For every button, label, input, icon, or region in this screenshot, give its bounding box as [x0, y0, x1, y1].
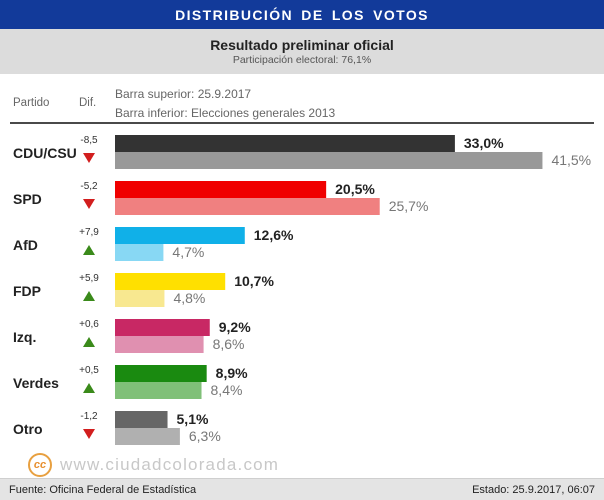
diff-value: +7,9 [79, 227, 99, 238]
value-label-current: 5,1% [177, 411, 209, 427]
value-label-current: 20,5% [335, 181, 375, 197]
source-note: Fuente: Oficina Federal de Estadística [9, 484, 197, 496]
participation-text: Participación electoral: 76,1% [232, 54, 372, 66]
value-label-previous: 25,7% [389, 198, 429, 214]
party-label: AfD [13, 237, 38, 253]
results-chart: CDU/CSU -8,5 33,0% 41,5% SPD -5,2 20,5% 25,7% Af… [0, 124, 604, 454]
party-label: Verdes [13, 375, 59, 391]
trend-down-icon [83, 153, 95, 163]
legend-bottom-bar: Barra inferior: Elecciones generales 201… [115, 106, 336, 120]
chart-title-banner: DISTRIBUCIÓN DE LOS VOTOS [0, 0, 604, 29]
bar-current [115, 411, 168, 428]
party-label: CDU/CSU [13, 145, 77, 161]
chart-subtitle: Resultado preliminar oficial [210, 37, 394, 53]
value-label-current: 10,7% [234, 273, 274, 289]
trend-down-icon [83, 199, 95, 209]
bar-previous [115, 428, 180, 445]
diff-value: -5,2 [80, 181, 98, 192]
status-timestamp: Estado: 25.9.2017, 06:07 [472, 484, 595, 496]
footer: Fuente: Oficina Federal de Estadística E… [0, 478, 604, 500]
value-label-previous: 8,6% [213, 336, 245, 352]
trend-up-icon [83, 291, 95, 301]
diff-value: -1,2 [80, 411, 98, 422]
watermark: cc www.ciudadcolorada.com [28, 452, 279, 478]
bar-current [115, 365, 207, 382]
value-label-previous: 6,3% [189, 428, 221, 444]
watermark-text: www.ciudadcolorada.com [60, 455, 280, 474]
bar-previous [115, 198, 380, 215]
bar-previous [115, 244, 164, 261]
bar-previous [115, 290, 165, 307]
value-label-current: 8,9% [216, 365, 248, 381]
legend-top-bar: Barra superior: 25.9.2017 [115, 87, 252, 101]
value-label-previous: 41,5% [551, 152, 591, 168]
header-separator [10, 122, 594, 124]
party-label: FDP [13, 283, 41, 299]
results-chart-svg: CDU/CSU-8,5 33,0% 41,5% SPD -5,2 20,5% 25,7% Af… [13, 135, 591, 445]
party-label: Otro [13, 421, 43, 437]
watermark-logo: cc [28, 453, 52, 477]
trend-up-icon [83, 337, 95, 347]
subheader: Resultado preliminar oficial Participaci… [0, 29, 604, 74]
party-label: Izq. [13, 329, 36, 345]
diff-value: +0,6 [79, 319, 99, 330]
trend-up-icon [83, 383, 95, 393]
value-label-current: 12,6% [254, 227, 294, 243]
value-label-previous: 4,7% [172, 244, 204, 260]
party-label: SPD [13, 191, 42, 207]
value-label-current: 33,0% [464, 135, 504, 151]
trend-down-icon [83, 429, 95, 439]
bar-current [115, 319, 210, 336]
diff-column-header: Dif. [79, 97, 97, 109]
diff-value: +0,5 [79, 365, 99, 376]
value-label-previous: 8,4% [211, 382, 243, 398]
trend-up-icon [83, 245, 95, 255]
bar-previous [115, 336, 204, 353]
party-column-header: Partido [13, 97, 50, 109]
bar-previous [115, 152, 543, 169]
bar-previous [115, 382, 202, 399]
diff-value: -8,5 [80, 135, 98, 146]
bar-current [115, 135, 455, 152]
bar-current [115, 227, 245, 244]
bar-current [115, 273, 226, 290]
chart-title: DISTRIBUCIÓN DE LOS VOTOS [175, 6, 429, 23]
value-label-previous: 4,8% [173, 290, 205, 306]
bar-current [115, 181, 327, 198]
value-label-current: 9,2% [219, 319, 251, 335]
diff-value: +5,9 [79, 273, 99, 284]
